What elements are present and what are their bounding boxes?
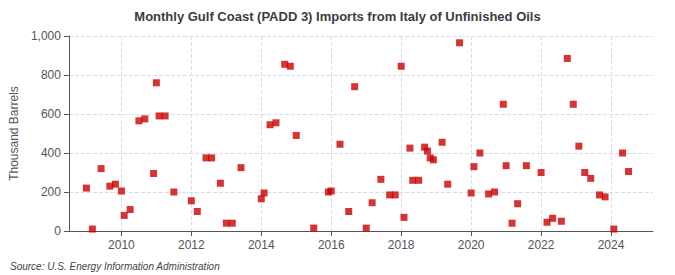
svg-text:2022: 2022 [528, 238, 555, 252]
svg-text:2016: 2016 [318, 238, 345, 252]
svg-text:2020: 2020 [458, 238, 485, 252]
svg-text:2012: 2012 [178, 238, 205, 252]
svg-text:0: 0 [54, 224, 61, 238]
svg-text:Source: U.S. Energy Informatio: Source: U.S. Energy Information Administ… [10, 261, 220, 272]
svg-text:800: 800 [41, 68, 61, 82]
svg-text:2014: 2014 [248, 238, 275, 252]
svg-text:Thousand Barrels: Thousand Barrels [7, 86, 21, 181]
svg-text:1,000: 1,000 [31, 29, 61, 43]
svg-text:2010: 2010 [108, 238, 135, 252]
svg-text:2024: 2024 [598, 238, 625, 252]
svg-text:600: 600 [41, 107, 61, 121]
svg-text:Monthly Gulf Coast (PADD 3) Im: Monthly Gulf Coast (PADD 3) Imports from… [134, 9, 540, 24]
svg-text:400: 400 [41, 146, 61, 160]
svg-text:200: 200 [41, 185, 61, 199]
svg-text:2018: 2018 [388, 238, 415, 252]
